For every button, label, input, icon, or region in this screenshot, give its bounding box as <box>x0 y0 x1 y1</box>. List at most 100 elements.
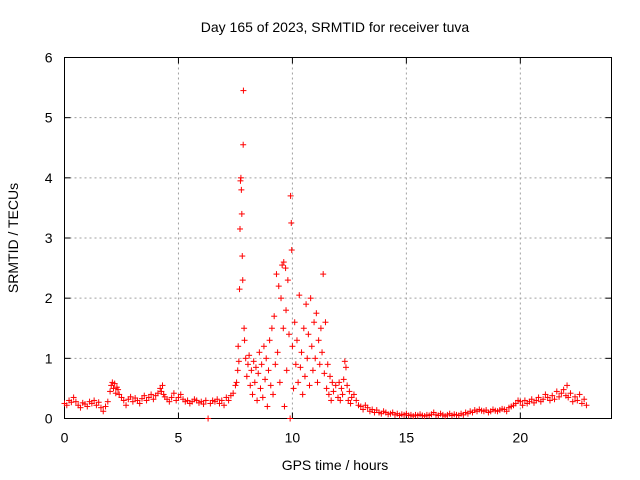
data-point <box>68 399 75 406</box>
data-point <box>238 210 245 217</box>
data-point <box>320 271 327 278</box>
data-point <box>576 391 583 398</box>
data-point <box>72 398 79 405</box>
data-point <box>218 397 225 404</box>
data-point <box>282 265 289 272</box>
data-point <box>234 367 241 374</box>
data-point <box>583 402 590 409</box>
data-point <box>158 388 165 395</box>
data-point <box>339 391 346 398</box>
data-point <box>221 402 228 409</box>
data-point <box>546 397 553 404</box>
data-point <box>288 247 295 254</box>
data-point <box>360 406 367 413</box>
data-point <box>250 358 257 365</box>
data-point <box>290 385 297 392</box>
data-point <box>300 325 307 332</box>
data-point <box>239 277 246 284</box>
data-point <box>102 403 109 410</box>
data-point <box>332 382 339 389</box>
data-point <box>262 376 269 383</box>
data-point <box>342 364 349 371</box>
data-point <box>323 385 330 392</box>
data-point <box>322 319 329 326</box>
data-point <box>288 219 295 226</box>
data-point <box>244 361 251 368</box>
data-point <box>308 343 315 350</box>
data-point <box>175 394 182 401</box>
data-point <box>184 397 191 404</box>
data-point <box>249 391 256 398</box>
data-series <box>61 87 590 422</box>
data-point <box>205 415 212 422</box>
plot-frame <box>64 57 612 419</box>
data-point <box>270 391 277 398</box>
data-point <box>236 225 243 232</box>
data-point <box>254 397 261 404</box>
data-point <box>512 400 519 407</box>
data-point <box>572 393 579 400</box>
data-point <box>100 408 107 415</box>
data-point <box>350 391 357 398</box>
data-point <box>316 361 323 368</box>
data-point <box>110 385 117 392</box>
data-point <box>535 394 542 401</box>
data-point <box>230 390 237 397</box>
data-point <box>278 295 285 302</box>
data-point <box>166 398 173 405</box>
data-point <box>319 349 326 356</box>
data-point <box>357 403 364 410</box>
data-point <box>258 361 265 368</box>
data-point <box>235 343 242 350</box>
data-point <box>136 400 143 407</box>
data-point <box>272 361 279 368</box>
data-point <box>299 391 306 398</box>
data-point <box>120 397 127 404</box>
data-point <box>307 295 314 302</box>
data-point <box>276 379 283 386</box>
data-point <box>214 396 221 403</box>
data-point <box>297 364 304 371</box>
data-point <box>238 186 245 193</box>
data-point <box>344 382 351 389</box>
data-point <box>567 390 574 397</box>
data-point <box>260 343 267 350</box>
data-point <box>267 382 274 389</box>
data-point <box>321 370 328 377</box>
data-point <box>216 400 223 407</box>
data-point <box>337 397 344 404</box>
data-point <box>533 397 540 404</box>
data-point <box>581 396 588 403</box>
data-point <box>223 394 230 401</box>
data-point <box>159 382 166 389</box>
x-tick-label: 10 <box>285 430 301 446</box>
data-point <box>232 382 239 389</box>
data-point <box>569 398 576 405</box>
data-point <box>259 394 266 401</box>
data-point <box>293 337 300 344</box>
data-point <box>248 367 255 374</box>
data-point <box>252 364 259 371</box>
data-point <box>528 396 535 403</box>
data-point <box>317 325 324 332</box>
data-point <box>285 331 292 338</box>
data-point <box>544 394 551 401</box>
data-point <box>63 402 70 409</box>
data-point <box>558 390 565 397</box>
data-point <box>168 394 175 401</box>
data-point <box>315 337 322 344</box>
data-point <box>304 355 311 362</box>
data-point <box>97 404 104 411</box>
data-point <box>283 307 290 314</box>
y-tick-label: 0 <box>45 411 53 427</box>
x-tick-label: 20 <box>513 430 529 446</box>
data-point <box>287 415 294 422</box>
data-point <box>313 310 320 317</box>
data-point <box>305 331 312 338</box>
data-point <box>70 394 77 401</box>
y-axis-title: SRMTID / TECUs <box>5 183 21 293</box>
chart-title: Day 165 of 2023, SRMTID for receiver tuv… <box>201 19 470 35</box>
data-point <box>345 397 352 404</box>
y-tick-label: 6 <box>45 50 53 66</box>
data-point <box>273 271 280 278</box>
